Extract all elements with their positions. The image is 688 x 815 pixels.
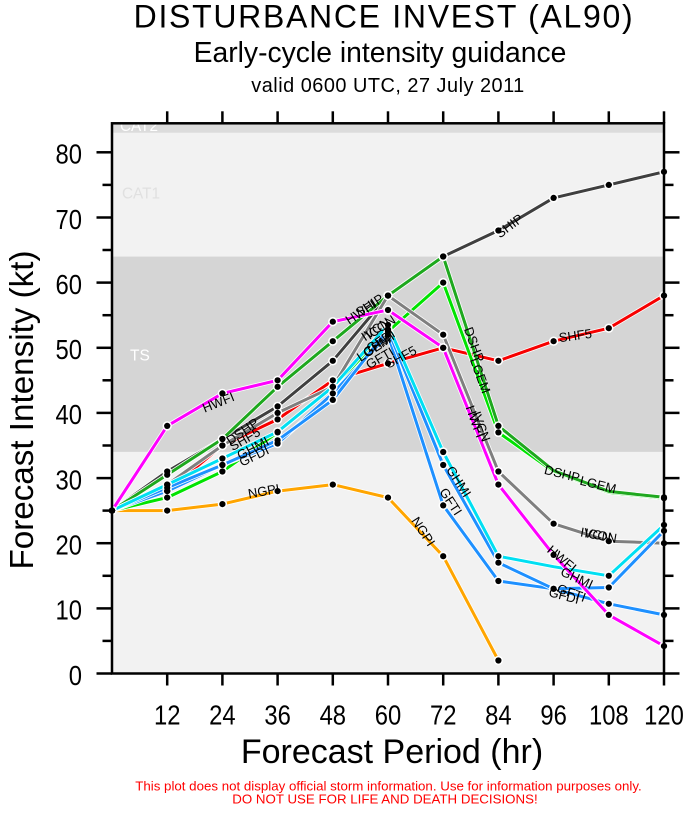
svg-text:72: 72 <box>430 699 456 731</box>
svg-text:DO NOT USE FOR LIFE AND DEATH: DO NOT USE FOR LIFE AND DEATH DECISIONS! <box>232 792 537 807</box>
svg-text:DISTURBANCE INVEST (AL90): DISTURBANCE INVEST (AL90) <box>134 0 635 35</box>
svg-text:60: 60 <box>56 268 82 300</box>
svg-text:40: 40 <box>56 398 82 430</box>
svg-text:84: 84 <box>485 699 511 731</box>
svg-text:108: 108 <box>589 699 629 731</box>
svg-text:Early-cycle intensity guidance: Early-cycle intensity guidance <box>194 36 567 68</box>
svg-text:CAT1: CAT1 <box>122 186 160 203</box>
svg-text:30: 30 <box>56 464 82 496</box>
svg-text:SHF5: SHF5 <box>558 326 593 345</box>
svg-text:36: 36 <box>264 699 290 731</box>
svg-text:12: 12 <box>154 699 180 731</box>
svg-text:0: 0 <box>69 659 82 691</box>
svg-text:TS: TS <box>130 348 150 365</box>
svg-text:ICON: ICON <box>583 525 618 545</box>
svg-text:70: 70 <box>56 203 82 235</box>
svg-text:120: 120 <box>644 699 684 731</box>
svg-text:50: 50 <box>56 333 82 365</box>
svg-text:80: 80 <box>56 138 82 170</box>
svg-text:48: 48 <box>320 699 346 731</box>
svg-text:10: 10 <box>56 594 82 626</box>
svg-text:Forecast Period (hr): Forecast Period (hr) <box>241 733 543 771</box>
svg-text:NGPI: NGPI <box>247 481 281 501</box>
svg-text:This plot does not display off: This plot does not display official stor… <box>135 779 642 794</box>
svg-text:60: 60 <box>375 699 401 731</box>
svg-text:20: 20 <box>56 529 82 561</box>
svg-text:96: 96 <box>540 699 566 731</box>
svg-text:Forecast Intensity (kt): Forecast Intensity (kt) <box>4 250 41 569</box>
svg-text:IVCN: IVCN <box>579 524 612 544</box>
svg-text:24: 24 <box>209 699 235 731</box>
svg-text:CAT2: CAT2 <box>120 118 158 135</box>
svg-text:valid 0600 UTC, 27 July 2011: valid 0600 UTC, 27 July 2011 <box>251 75 524 97</box>
